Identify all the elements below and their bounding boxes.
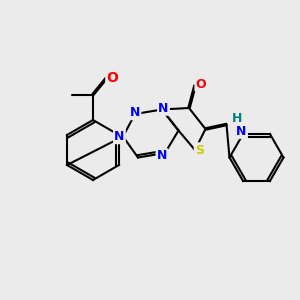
Text: O: O [196, 77, 206, 91]
Text: H: H [232, 112, 242, 125]
Text: N: N [130, 106, 140, 119]
Text: S: S [195, 143, 204, 157]
Text: N: N [114, 130, 124, 143]
Text: N: N [236, 124, 247, 138]
Text: N: N [157, 149, 167, 163]
Text: O: O [106, 71, 119, 85]
Text: N: N [158, 101, 169, 115]
